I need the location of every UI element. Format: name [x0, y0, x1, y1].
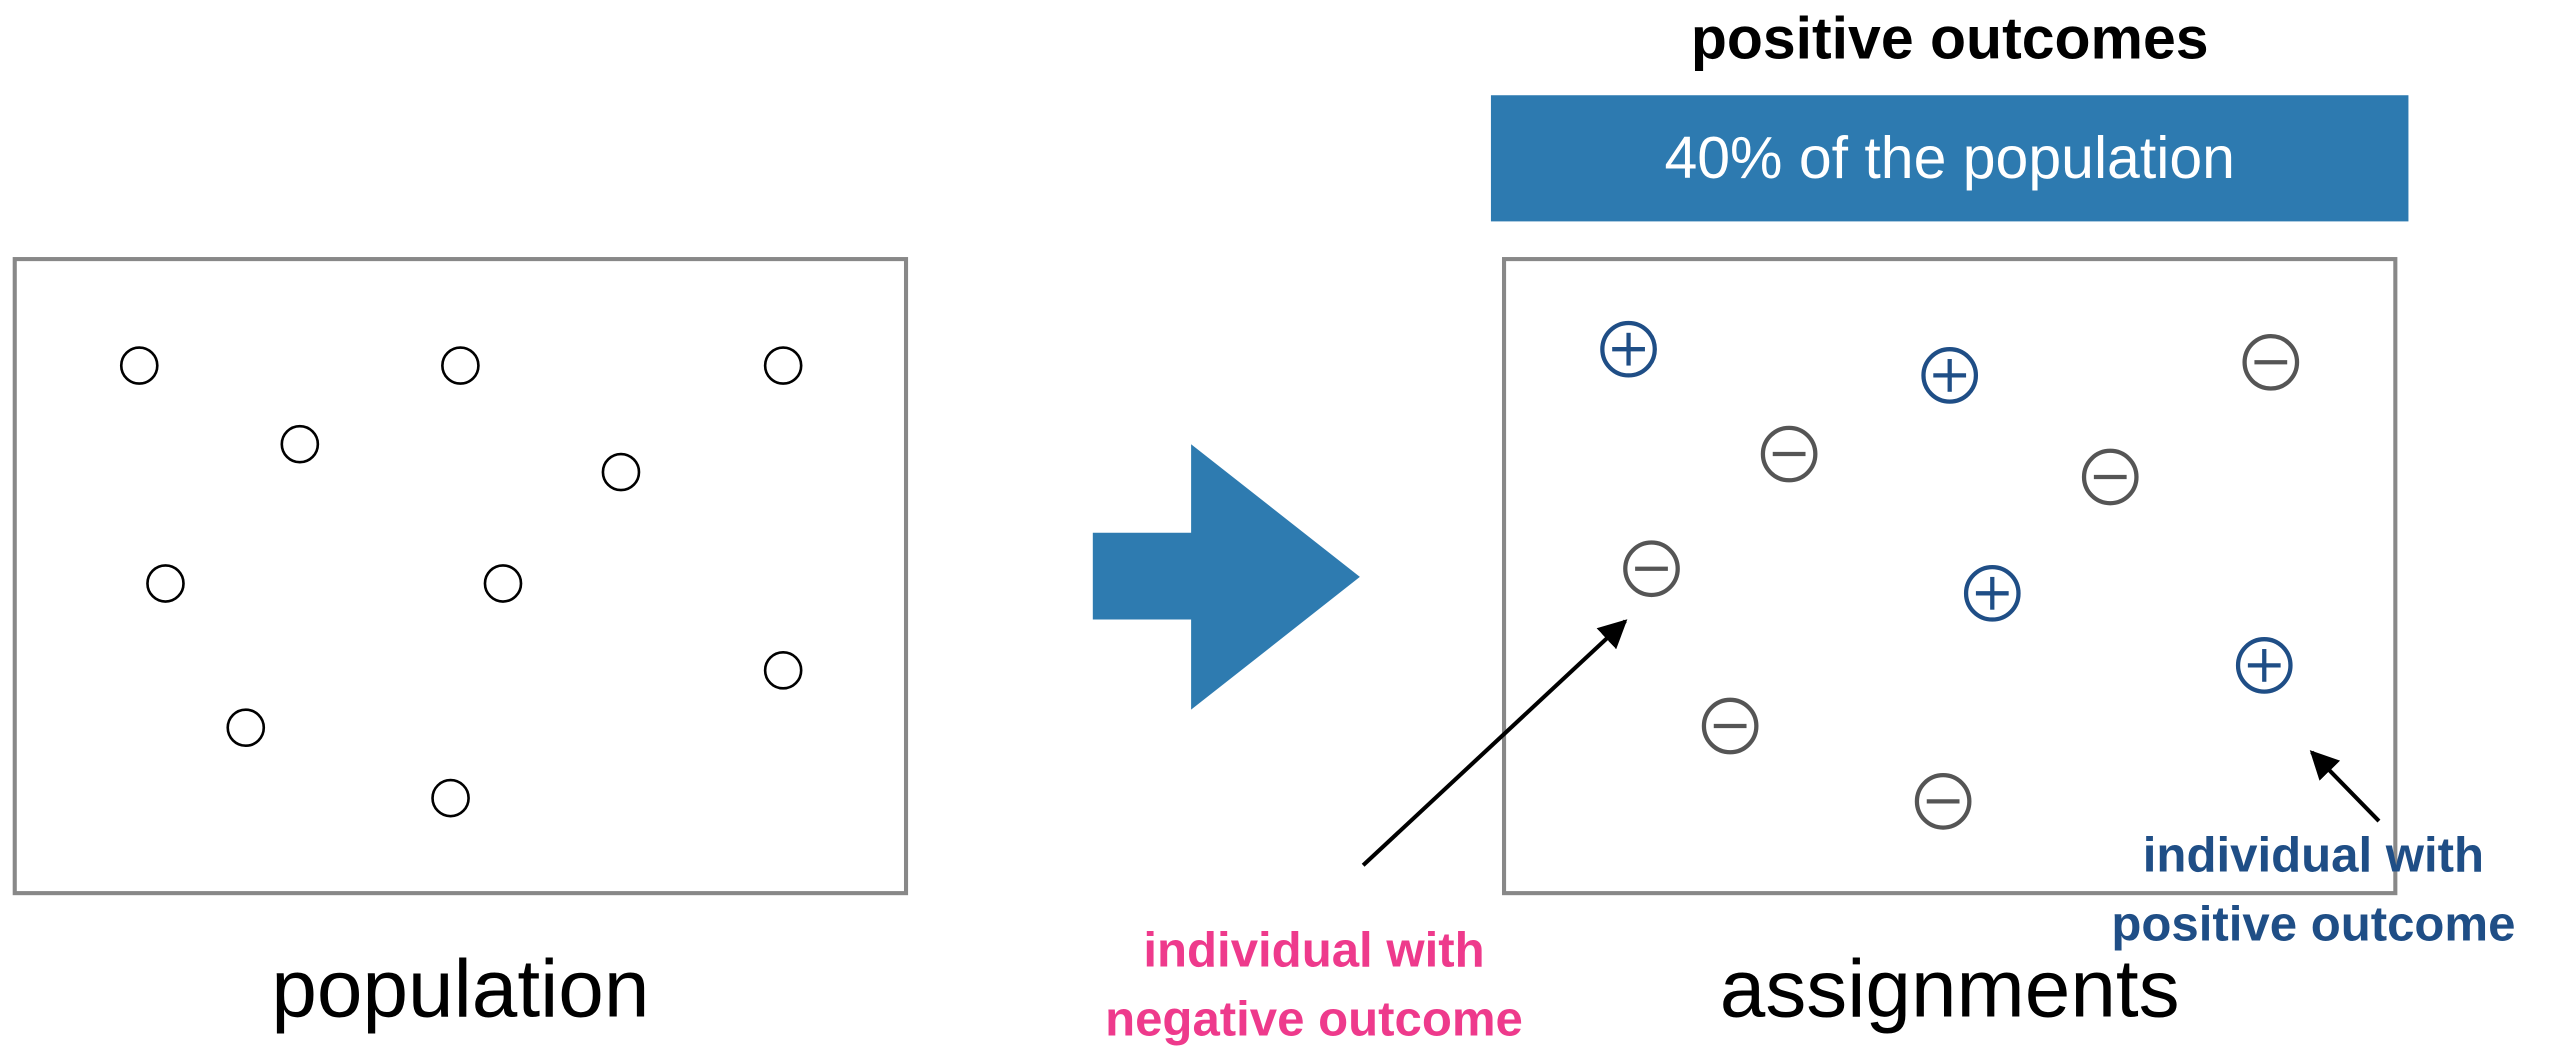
annotation-text: positive outcome — [2111, 898, 2515, 952]
annotation-text: individual with — [2143, 829, 2484, 883]
symbol-circle — [1623, 540, 1680, 598]
symbol-circle — [1963, 564, 2021, 622]
header-title: positive outcomes — [1691, 6, 2209, 71]
symbol-circle — [2242, 333, 2300, 391]
annotation-arrow — [1361, 619, 1628, 867]
annotation-text: negative outcome — [1105, 993, 1523, 1047]
plus-symbol — [2235, 637, 2293, 694]
symbol-circle — [2235, 637, 2293, 694]
symbol-circle — [1921, 347, 1979, 404]
banner-text: 40% of the population — [1664, 126, 2234, 191]
population-dots — [119, 346, 803, 818]
annotation-arrow — [2309, 750, 2381, 823]
plus-symbol — [1600, 320, 1657, 378]
population-box — [12, 257, 909, 896]
minus-symbol — [1914, 773, 1972, 830]
assignments-box — [1501, 257, 2398, 896]
symbol-circle — [1914, 773, 1972, 830]
population-label: population — [271, 943, 649, 1034]
minus-symbol — [2081, 448, 2139, 506]
plus-symbol — [1921, 347, 1979, 404]
minus-symbol — [1701, 697, 1759, 755]
big-arrow — [1092, 444, 1360, 710]
annotation-text: individual with — [1143, 924, 1484, 978]
symbol-circle — [1600, 320, 1657, 378]
minus-symbol — [1760, 425, 1818, 483]
symbol-circle — [1701, 697, 1759, 755]
assignment-symbols — [1600, 320, 2300, 830]
plus-symbol — [1963, 564, 2021, 622]
minus-symbol — [2242, 333, 2300, 391]
symbol-circle — [1760, 425, 1818, 483]
minus-symbol — [1623, 540, 1680, 598]
symbol-circle — [2081, 448, 2139, 506]
banner — [1490, 95, 2409, 222]
assignments-label: assignments — [1720, 943, 2180, 1034]
